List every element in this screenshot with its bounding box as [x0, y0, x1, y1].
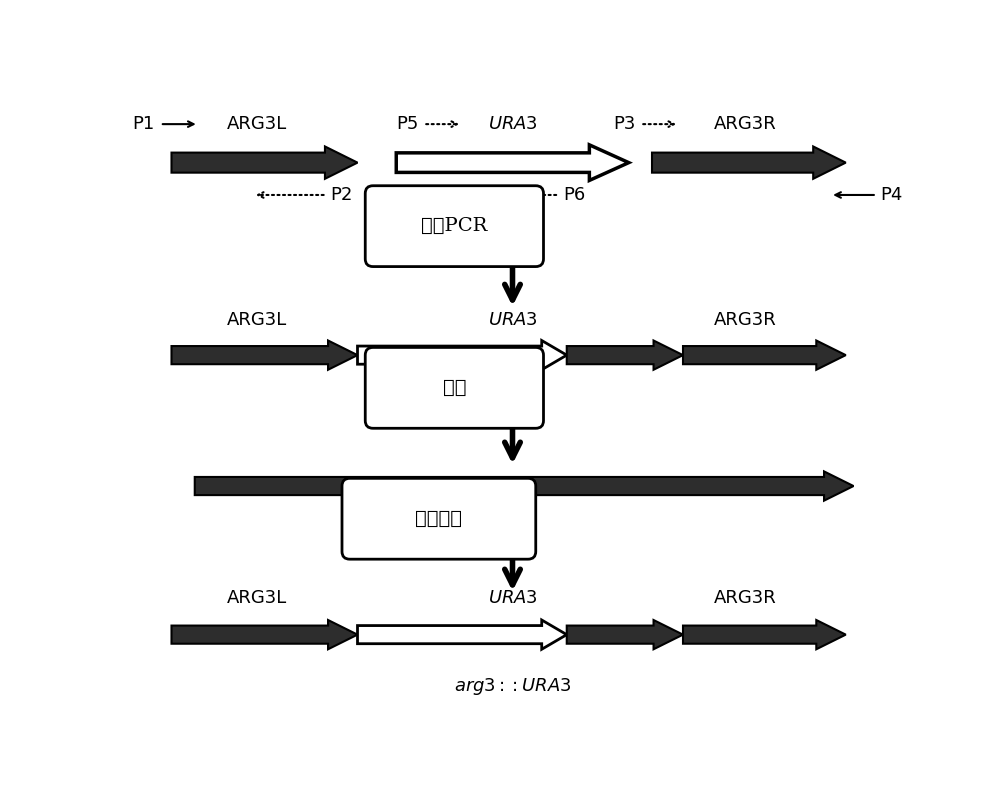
- Text: P3: P3: [613, 115, 636, 133]
- FancyArrow shape: [172, 620, 358, 650]
- FancyArrow shape: [358, 620, 567, 650]
- FancyArrow shape: [172, 340, 358, 370]
- FancyArrow shape: [396, 145, 629, 180]
- Text: P5: P5: [396, 115, 419, 133]
- Text: $\it{arg3::URA3}$: $\it{arg3::URA3}$: [454, 676, 571, 697]
- Text: P1: P1: [133, 115, 155, 133]
- Text: ARG3L: ARG3L: [227, 312, 287, 329]
- Text: ARG3R: ARG3R: [714, 312, 776, 329]
- Text: ARG3L: ARG3L: [227, 589, 287, 607]
- Text: $\it{ARG3}$: $\it{ARG3}$: [487, 506, 538, 524]
- Text: $\it{URA3}$: $\it{URA3}$: [488, 115, 537, 133]
- FancyBboxPatch shape: [365, 347, 544, 428]
- Text: ARG3R: ARG3R: [714, 115, 776, 133]
- Text: P4: P4: [881, 186, 903, 204]
- FancyArrow shape: [652, 147, 846, 179]
- FancyArrow shape: [567, 340, 683, 370]
- FancyBboxPatch shape: [342, 478, 536, 559]
- Text: P2: P2: [330, 186, 353, 204]
- FancyArrow shape: [195, 471, 854, 501]
- Text: 转化: 转化: [443, 379, 466, 397]
- Text: $\it{URA3}$: $\it{URA3}$: [488, 589, 537, 607]
- FancyArrow shape: [172, 147, 358, 179]
- Text: ARG3R: ARG3R: [714, 589, 776, 607]
- Text: $\it{URA3}$: $\it{URA3}$: [488, 312, 537, 329]
- FancyArrow shape: [683, 340, 846, 370]
- Text: 同源重组: 同源重组: [415, 510, 462, 528]
- Text: 融合PCR: 融合PCR: [421, 217, 488, 235]
- FancyBboxPatch shape: [365, 186, 544, 266]
- Text: P6: P6: [563, 186, 585, 204]
- FancyArrow shape: [567, 620, 683, 650]
- Text: ARG3L: ARG3L: [227, 115, 287, 133]
- FancyArrow shape: [358, 340, 567, 370]
- FancyArrow shape: [683, 620, 846, 650]
